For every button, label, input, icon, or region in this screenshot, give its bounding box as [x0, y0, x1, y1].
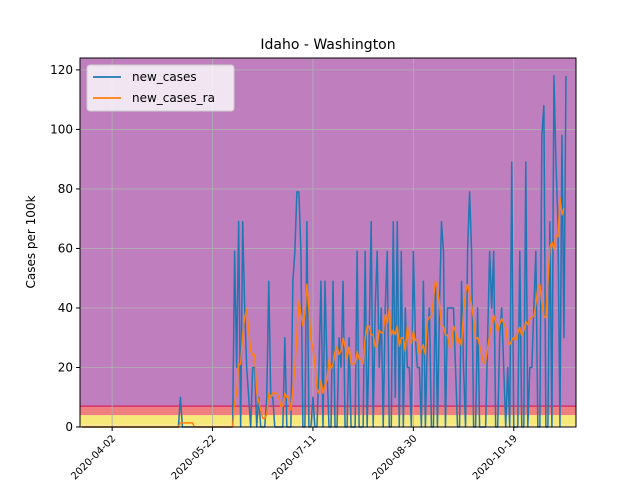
- y-tick-label: 80: [58, 182, 73, 196]
- y-tick-label: 20: [58, 360, 73, 374]
- y-tick-label: 60: [58, 241, 73, 255]
- legend-label: new_cases_ra: [132, 91, 215, 105]
- y-tick-label: 100: [50, 122, 73, 136]
- y-tick-label: 120: [50, 63, 73, 77]
- y-tick-label: 0: [65, 420, 73, 434]
- chart-title: Idaho - Washington: [260, 37, 395, 53]
- y-tick-label: 40: [58, 301, 73, 315]
- legend-label: new_cases: [132, 70, 197, 84]
- band-0: [80, 424, 576, 427]
- axes-frame: [79, 57, 577, 428]
- y-axis-label: Cases per 100k: [24, 195, 38, 288]
- legend-box: [86, 64, 235, 112]
- legend: new_cases new_cases_ra: [86, 64, 235, 112]
- band-3: [80, 58, 576, 407]
